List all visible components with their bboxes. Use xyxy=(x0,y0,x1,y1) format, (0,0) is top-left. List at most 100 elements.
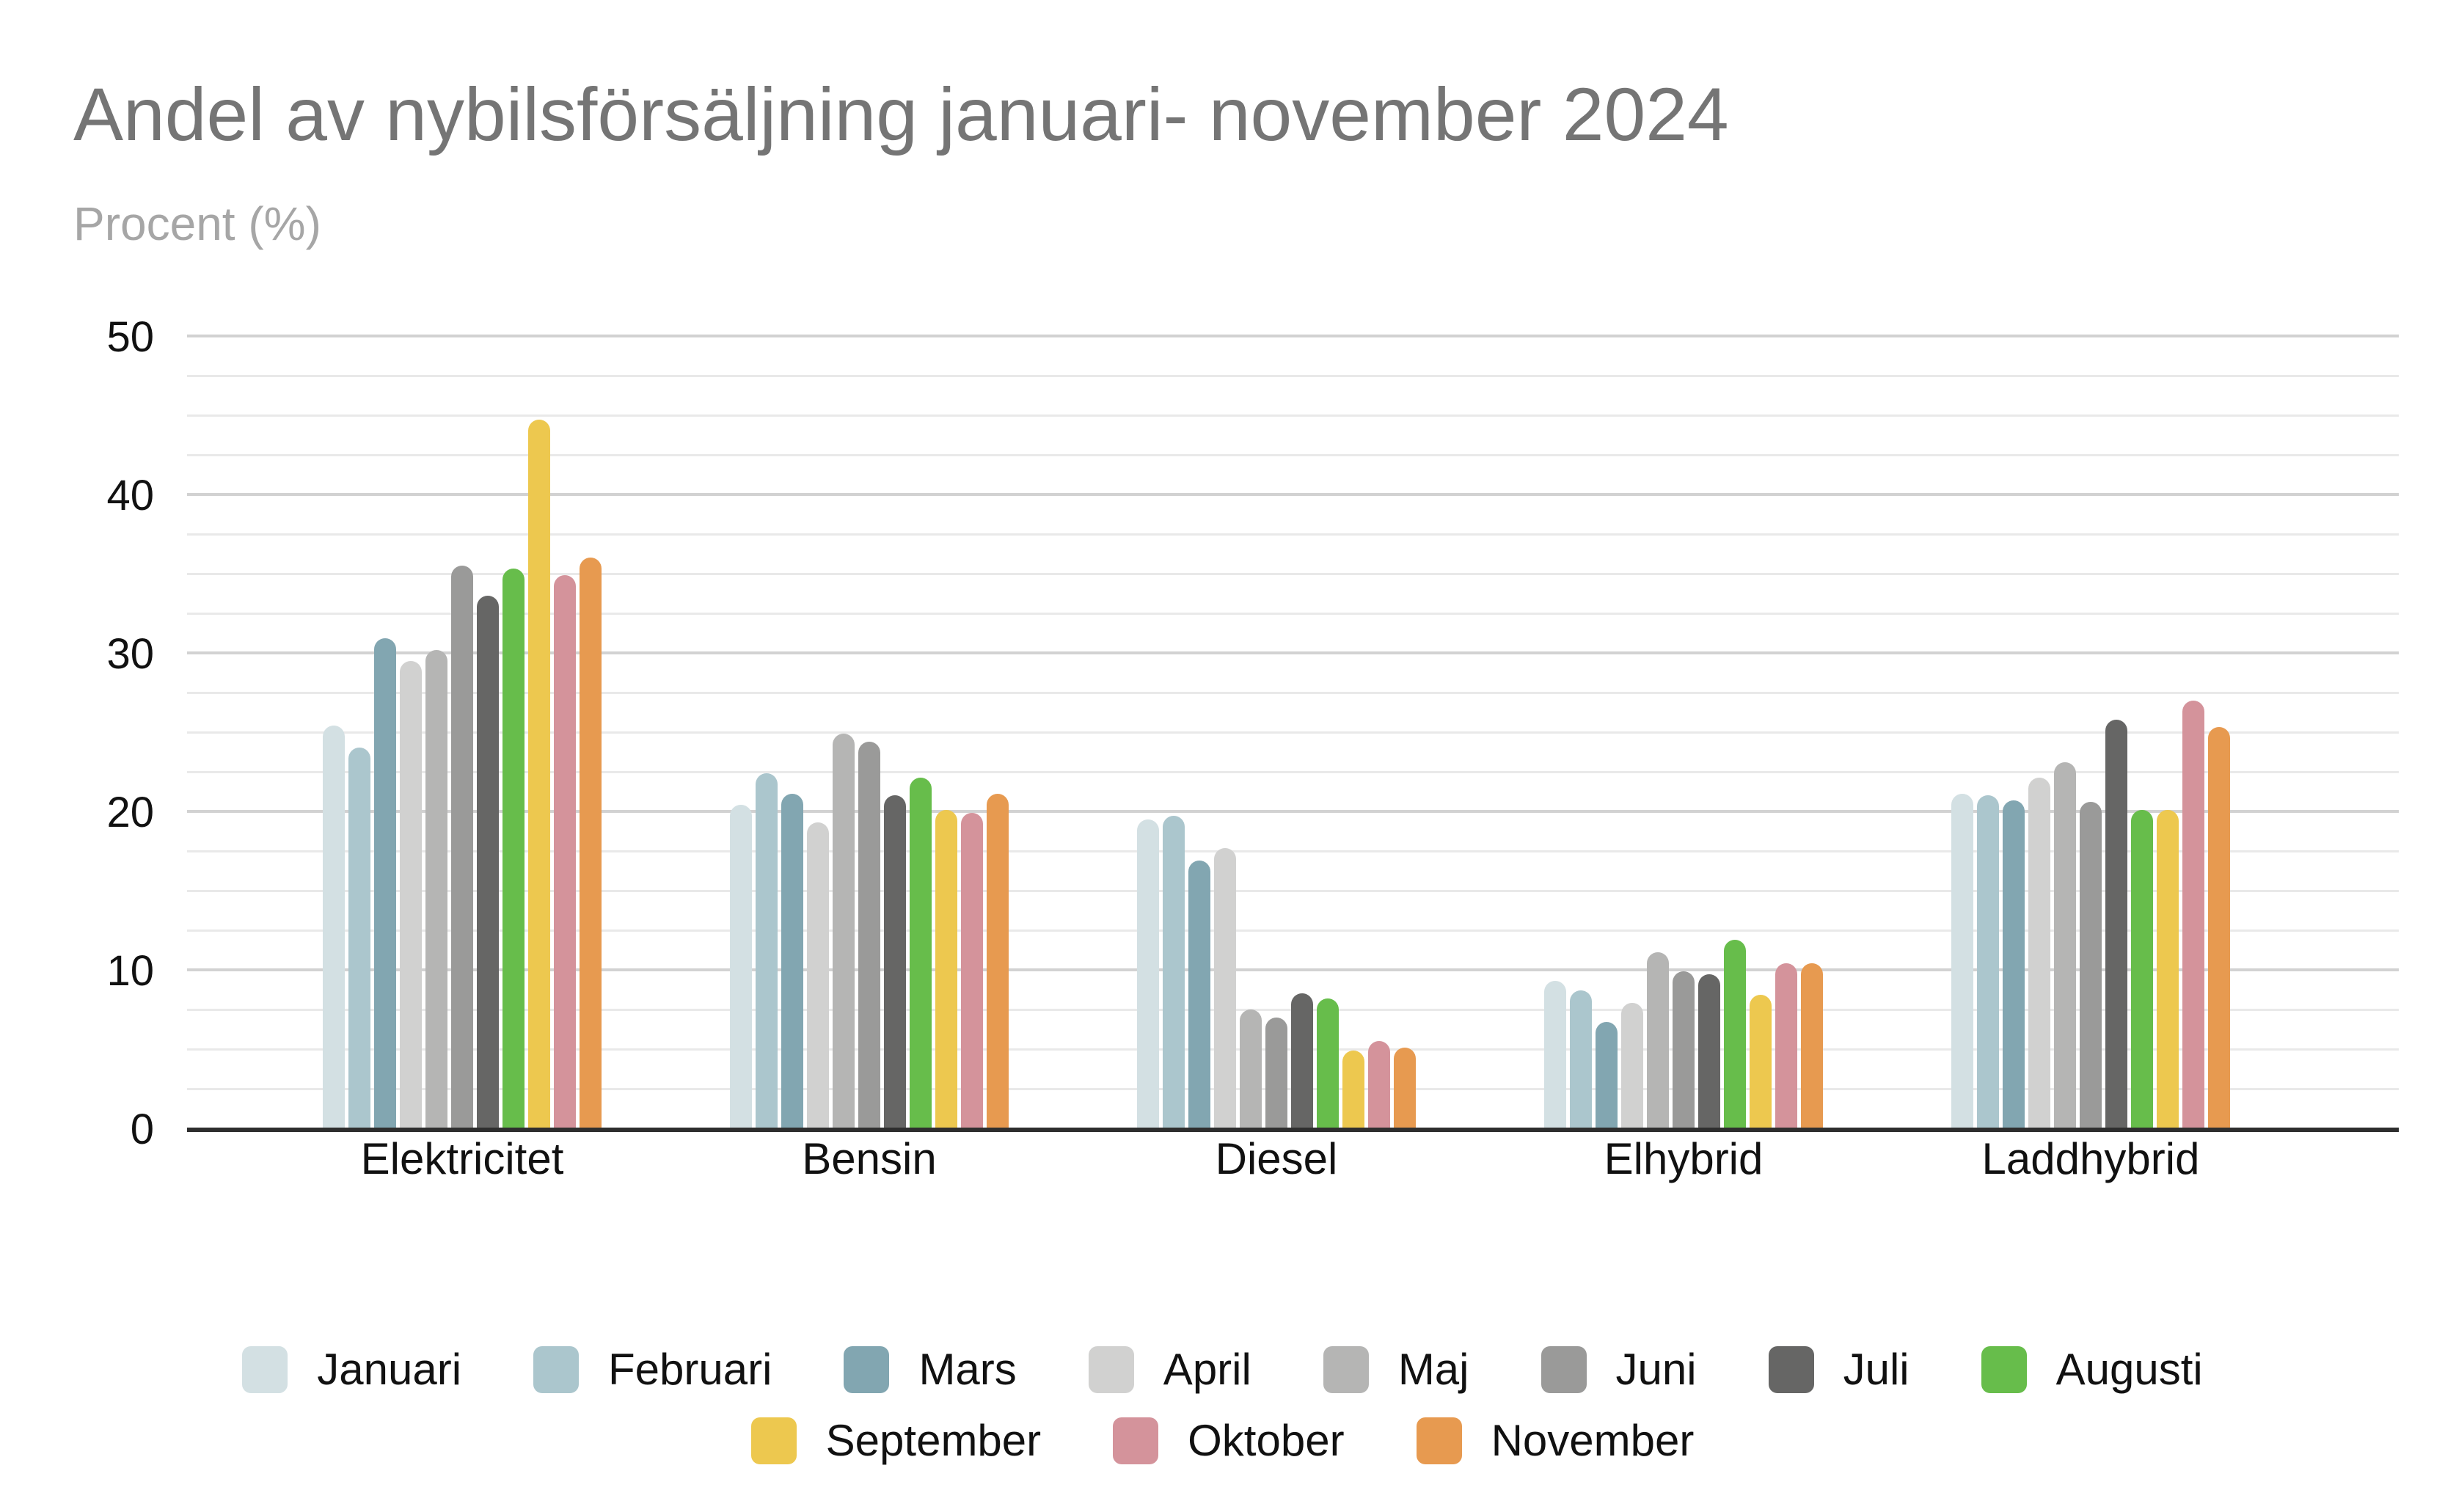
legend-label: Juni xyxy=(1615,1345,1697,1394)
bar-diesel-april xyxy=(1214,847,1236,1130)
legend-swatch-icon xyxy=(533,1345,580,1393)
legend-label: Juli xyxy=(1843,1345,1909,1394)
bar-elhybrid-februari xyxy=(1570,990,1592,1130)
bar-laddhybrid-augusti xyxy=(2131,809,2153,1130)
bar-diesel-oktober xyxy=(1368,1041,1390,1130)
y-axis-tick-label: 30 xyxy=(106,630,154,678)
legend-label: November xyxy=(1491,1416,1695,1465)
major-gridline xyxy=(187,493,2399,496)
bar-diesel-november xyxy=(1394,1047,1416,1130)
bar-elhybrid-oktober xyxy=(1775,963,1797,1130)
y-axis-tick-label: 50 xyxy=(106,313,154,361)
x-axis-category-label: Laddhybrid xyxy=(1981,1134,2200,1183)
bar-diesel-september xyxy=(1342,1051,1364,1130)
legend-swatch-icon xyxy=(1981,1345,2027,1393)
bar-laddhybrid-mars xyxy=(2003,800,2025,1130)
bars xyxy=(1122,337,1430,1130)
legend-item-mars: Mars xyxy=(844,1344,1017,1395)
minor-gridline xyxy=(187,375,2399,377)
bar-elhybrid-januari xyxy=(1544,980,1566,1130)
bar-bensin-juli xyxy=(884,795,906,1130)
legend-row: Januari Februari Mars April Maj Juni Juli Augus… xyxy=(242,1344,2203,1395)
major-gridline xyxy=(187,968,2399,971)
legend-item-juli: Juli xyxy=(1768,1344,1909,1395)
legend-label: April xyxy=(1163,1345,1251,1394)
bar-bensin-mars xyxy=(781,794,803,1130)
legend-item-november: November xyxy=(1416,1415,1695,1466)
x-axis-category-label: Diesel xyxy=(1215,1134,1338,1183)
bar-bensin-november xyxy=(987,794,1009,1130)
bar-laddhybrid-januari xyxy=(1951,794,1973,1130)
bars xyxy=(1530,337,1838,1130)
bars xyxy=(308,337,616,1130)
legend-item-februari: Februari xyxy=(533,1344,772,1395)
bar-group-diesel: Diesel xyxy=(1122,337,1430,1183)
bar-elhybrid-mars xyxy=(1596,1022,1618,1130)
bar-elhybrid-maj xyxy=(1647,952,1669,1130)
bar-elhybrid-november xyxy=(1801,963,1823,1130)
bar-elhybrid-augusti xyxy=(1724,939,1746,1130)
major-gridline xyxy=(187,651,2399,654)
bar-elektricitet-mars xyxy=(374,638,396,1130)
bar-laddhybrid-juli xyxy=(2105,719,2127,1130)
bar-diesel-augusti xyxy=(1317,998,1339,1130)
legend-item-september: September xyxy=(750,1415,1042,1466)
bar-group-elektricitet: Elektricitet xyxy=(308,337,616,1183)
bar-bensin-augusti xyxy=(910,778,932,1130)
legend: Januari Februari Mars April Maj Juni Juli Augus… xyxy=(0,1344,2445,1466)
bar-elhybrid-juli xyxy=(1698,974,1720,1130)
bars xyxy=(715,337,1023,1130)
legend-row: September Oktober November xyxy=(750,1415,1695,1466)
bar-diesel-januari xyxy=(1137,819,1159,1130)
legend-swatch-icon xyxy=(750,1417,797,1464)
bar-diesel-juni xyxy=(1265,1017,1287,1130)
legend-item-april: April xyxy=(1088,1344,1251,1395)
bar-elektricitet-januari xyxy=(323,726,345,1130)
legend-item-augusti: Augusti xyxy=(1981,1344,2203,1395)
bar-elektricitet-september xyxy=(528,420,550,1130)
legend-label: Augusti xyxy=(2055,1345,2203,1394)
minor-gridline xyxy=(187,613,2399,615)
legend-swatch-icon xyxy=(1088,1345,1134,1393)
legend-label: September xyxy=(825,1416,1042,1465)
y-axis-tick-label: 0 xyxy=(130,1106,154,1153)
bar-bensin-februari xyxy=(756,773,778,1130)
x-axis-category-label: Elektricitet xyxy=(360,1134,564,1183)
legend-swatch-icon xyxy=(844,1345,890,1393)
legend-item-juni: Juni xyxy=(1541,1344,1697,1395)
minor-gridline xyxy=(187,731,2399,734)
bar-group-bensin: Bensin xyxy=(715,337,1023,1183)
bars xyxy=(1937,337,2245,1130)
bar-diesel-februari xyxy=(1163,816,1185,1130)
legend-label: Oktober xyxy=(1188,1416,1345,1465)
bar-group-elhybrid: Elhybrid xyxy=(1530,337,1838,1183)
bar-bensin-maj xyxy=(833,734,855,1130)
bar-laddhybrid-juni xyxy=(2080,801,2102,1130)
legend-label: Januari xyxy=(317,1345,462,1394)
major-gridline xyxy=(187,810,2399,813)
bar-bensin-september xyxy=(935,809,957,1130)
x-axis-line xyxy=(187,1128,2399,1132)
bar-elhybrid-september xyxy=(1750,995,1772,1130)
minor-gridline xyxy=(187,533,2399,536)
minor-gridline xyxy=(187,850,2399,852)
legend-swatch-icon xyxy=(1768,1345,1814,1393)
bar-laddhybrid-september xyxy=(2157,809,2179,1130)
bar-diesel-maj xyxy=(1240,1009,1262,1130)
legend-swatch-icon xyxy=(1416,1417,1462,1464)
chart-plot-area: Elektricitet Bensin Diesel Elhybrid Laddhybr… xyxy=(187,335,2399,1183)
legend-item-maj: Maj xyxy=(1323,1344,1469,1395)
major-gridline xyxy=(187,335,2399,337)
bar-laddhybrid-maj xyxy=(2054,762,2076,1130)
page-title: Andel av nybilsförsäljning januari- nove… xyxy=(73,73,1729,156)
bar-diesel-juli xyxy=(1291,993,1313,1130)
minor-gridline xyxy=(187,414,2399,417)
legend-item-januari: Januari xyxy=(242,1344,461,1395)
minor-gridline xyxy=(187,454,2399,456)
bar-bensin-april xyxy=(807,822,829,1130)
bar-elektricitet-juni xyxy=(451,566,473,1130)
bar-elektricitet-april xyxy=(400,660,422,1130)
bar-elektricitet-februari xyxy=(348,748,370,1130)
bar-laddhybrid-oktober xyxy=(2182,700,2204,1130)
y-axis-tick-label: 10 xyxy=(106,947,154,995)
